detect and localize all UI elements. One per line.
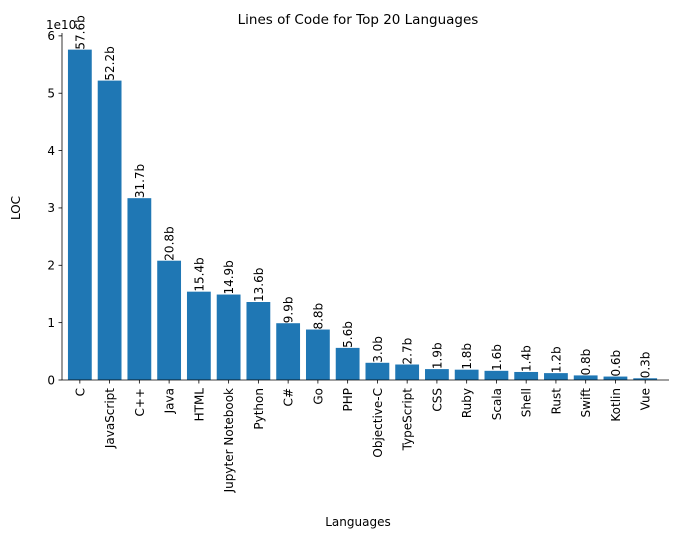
bar-value-label-2: 31.7b bbox=[133, 164, 147, 198]
x-tick-label-5: Jupyter Notebook bbox=[222, 388, 236, 493]
bar-18 bbox=[603, 376, 628, 380]
y-ticks-group: 0 1 2 3 4 5 6 bbox=[47, 29, 62, 387]
bar-value-label-10: 3.0b bbox=[371, 336, 385, 363]
bar-13 bbox=[454, 369, 479, 380]
x-tick-label-6: Python bbox=[252, 388, 266, 430]
x-tick-label-7: C# bbox=[282, 388, 296, 406]
x-tick-label-0: C bbox=[73, 388, 87, 396]
bar-labels-group: 57.6b 52.2b 31.7b 20.8b 15.4b 14.9b 13.6b 9.9b 8… bbox=[73, 15, 652, 378]
y-tick-label-5: 5 bbox=[47, 87, 55, 101]
x-tick-label-3: Java bbox=[163, 388, 177, 414]
bar-value-label-13: 1.8b bbox=[460, 343, 474, 370]
x-tick-label-13: Ruby bbox=[460, 388, 474, 418]
bar-value-label-11: 2.7b bbox=[401, 338, 415, 365]
y-tick-label-6: 6 bbox=[47, 29, 55, 43]
bar-3 bbox=[157, 260, 182, 380]
x-tick-label-8: Go bbox=[311, 388, 325, 405]
y-tick-label-0: 0 bbox=[47, 373, 55, 387]
chart-title: Lines of Code for Top 20 Languages bbox=[238, 12, 479, 28]
bar-value-label-17: 0.8b bbox=[579, 349, 593, 376]
y-axis-label: LOC bbox=[9, 196, 23, 220]
bar-2 bbox=[127, 198, 152, 380]
bar-value-label-7: 9.9b bbox=[282, 297, 296, 324]
x-tick-label-16: Rust bbox=[549, 388, 563, 415]
bar-10 bbox=[365, 362, 390, 380]
bar-0 bbox=[67, 49, 92, 380]
bar-15 bbox=[514, 371, 539, 380]
x-tick-label-4: HTML bbox=[192, 388, 206, 422]
bar-value-label-9: 5.6b bbox=[341, 321, 355, 348]
y-tick-label-4: 4 bbox=[47, 144, 55, 158]
x-axis-label: Languages bbox=[325, 515, 390, 529]
bar-value-label-5: 14.9b bbox=[222, 260, 236, 294]
bar-value-label-3: 20.8b bbox=[163, 226, 177, 260]
x-tick-label-12: CSS bbox=[430, 388, 444, 412]
x-tick-label-17: Swift bbox=[579, 388, 593, 418]
bar-value-label-12: 1.9b bbox=[430, 342, 444, 369]
x-ticks-group: C JavaScript C++ Java HTML Jupyter Notebook Py… bbox=[73, 380, 653, 493]
bar-8 bbox=[305, 329, 330, 380]
x-tick-label-1: JavaScript bbox=[103, 388, 117, 449]
bar-value-label-18: 0.6b bbox=[609, 350, 623, 377]
x-tick-label-19: Vue bbox=[639, 388, 653, 410]
x-tick-label-18: Kotlin bbox=[609, 388, 623, 422]
bar-value-label-8: 8.8b bbox=[311, 303, 325, 330]
x-tick-label-10: Objective-C bbox=[371, 388, 385, 458]
bar-11 bbox=[395, 364, 420, 380]
bar-9 bbox=[335, 347, 360, 380]
bar-19 bbox=[633, 378, 658, 380]
bar-14 bbox=[484, 370, 509, 380]
bar-4 bbox=[186, 291, 211, 380]
bar-value-label-14: 1.6b bbox=[490, 344, 504, 371]
y-tick-label-3: 3 bbox=[47, 201, 55, 215]
x-tick-label-11: TypeScript bbox=[401, 388, 415, 452]
bar-value-label-1: 52.2b bbox=[103, 46, 117, 80]
y-offset-text: 1e10 bbox=[46, 18, 76, 32]
y-tick-label-1: 1 bbox=[47, 316, 55, 330]
bar-value-label-4: 15.4b bbox=[192, 257, 206, 291]
bar-6 bbox=[246, 302, 271, 380]
bar-7 bbox=[276, 323, 301, 380]
x-tick-label-14: Scala bbox=[490, 388, 504, 420]
x-tick-label-9: PHP bbox=[341, 388, 355, 412]
y-tick-label-2: 2 bbox=[47, 259, 55, 273]
x-tick-label-15: Shell bbox=[520, 388, 534, 417]
bar-17 bbox=[573, 375, 598, 380]
bar-16 bbox=[544, 373, 568, 380]
bar-value-label-6: 13.6b bbox=[252, 268, 266, 302]
bar-value-label-0: 57.6b bbox=[73, 15, 87, 49]
bar-value-label-15: 1.4b bbox=[520, 345, 534, 372]
bar-value-label-16: 1.2b bbox=[549, 346, 563, 373]
bar-value-label-19: 0.3b bbox=[639, 352, 653, 379]
bars-group bbox=[67, 49, 658, 380]
x-tick-label-2: C++ bbox=[133, 388, 147, 417]
bar-1 bbox=[97, 80, 122, 380]
bar-5 bbox=[216, 294, 241, 380]
bar-12 bbox=[425, 369, 449, 380]
